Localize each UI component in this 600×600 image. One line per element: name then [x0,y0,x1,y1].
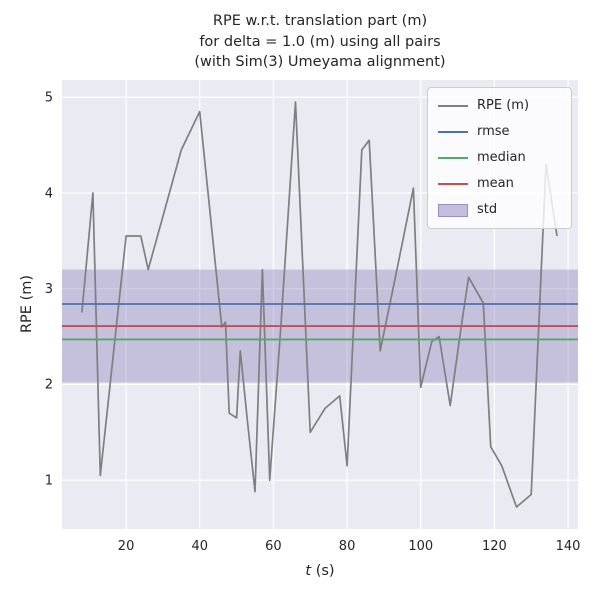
legend-label: std [477,202,498,217]
legend-item-rpe-m: RPE (m) [438,98,561,114]
legend-item-std: std [438,202,561,218]
x-axis-label: t (s) [305,563,335,579]
legend-patch-swatch [438,203,468,217]
legend-line-swatch [438,183,468,185]
y-tick-label: 1 [45,473,53,488]
legend-item-median: median [438,150,561,166]
legend-line-swatch [438,105,468,107]
legend-item-mean: mean [438,176,561,192]
x-tick-label: 80 [339,539,356,554]
x-tick-label: 20 [118,539,135,554]
legend-item-rmse: rmse [438,124,561,140]
legend-label: mean [477,176,514,191]
y-axis-label: RPE (m) [19,274,35,334]
x-tick-label: 140 [556,539,581,554]
x-tick-label: 40 [191,539,208,554]
y-tick-label: 4 [45,186,53,201]
legend-line-swatch [438,131,468,133]
x-axis-label-variable: t [305,563,312,579]
chart-title: RPE w.r.t. translation part (m) for delt… [194,13,446,71]
y-tick-label: 3 [45,282,53,297]
legend-label: RPE (m) [477,98,530,113]
x-tick-label: 100 [408,539,433,554]
y-tick-label: 2 [45,378,53,393]
x-tick-label: 60 [265,539,282,554]
legend-line-swatch [438,157,468,159]
legend-label: rmse [477,124,510,139]
y-tick-label: 5 [45,91,53,106]
x-tick-label: 120 [482,539,507,554]
legend: RPE (m) rmse median mean std [427,87,572,229]
rpe-line [81,101,558,508]
legend-label: median [477,150,526,165]
